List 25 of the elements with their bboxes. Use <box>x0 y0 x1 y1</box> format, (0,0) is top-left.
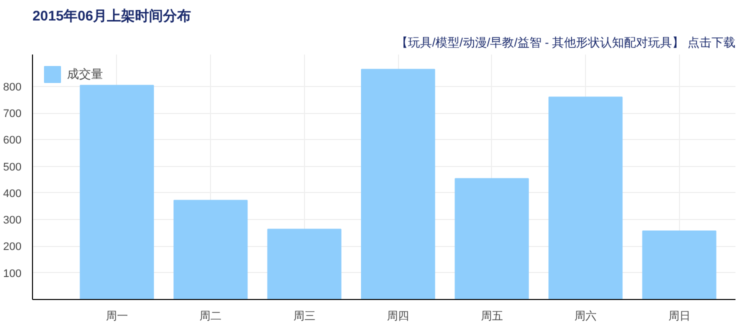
bar <box>454 178 529 300</box>
x-tick-label: 周五 <box>480 310 503 322</box>
x-tick-label: 周日 <box>668 310 690 322</box>
bar <box>267 228 342 300</box>
y-tick-label: 200 <box>3 241 22 254</box>
y-tick-label: 700 <box>3 108 22 120</box>
bar <box>548 96 623 300</box>
bar <box>361 68 436 300</box>
y-tick-label: 800 <box>3 81 22 94</box>
bar <box>642 230 716 300</box>
x-tick-label: 周三 <box>293 310 316 322</box>
y-tick-label: 500 <box>3 161 22 174</box>
chart-title: 2015年06月上架时间分布 <box>32 8 192 24</box>
x-tick-label: 周一 <box>106 310 128 322</box>
x-tick-label: 周二 <box>200 310 222 322</box>
legend-label: 成交量 <box>67 66 103 82</box>
y-tick-label: 600 <box>3 134 22 147</box>
x-tick-label: 周四 <box>387 310 410 322</box>
y-tick-label: 300 <box>3 214 22 227</box>
x-tick-label: 周六 <box>574 310 597 322</box>
y-tick-label: 400 <box>3 188 22 200</box>
chart-subtitle: 【玩具/模型/动漫/早教/益智 - 其他形状认知配对玩具】 点击下载 <box>396 36 736 50</box>
y-tick-label: 100 <box>3 268 22 280</box>
bar <box>174 200 248 300</box>
bar <box>80 84 154 300</box>
